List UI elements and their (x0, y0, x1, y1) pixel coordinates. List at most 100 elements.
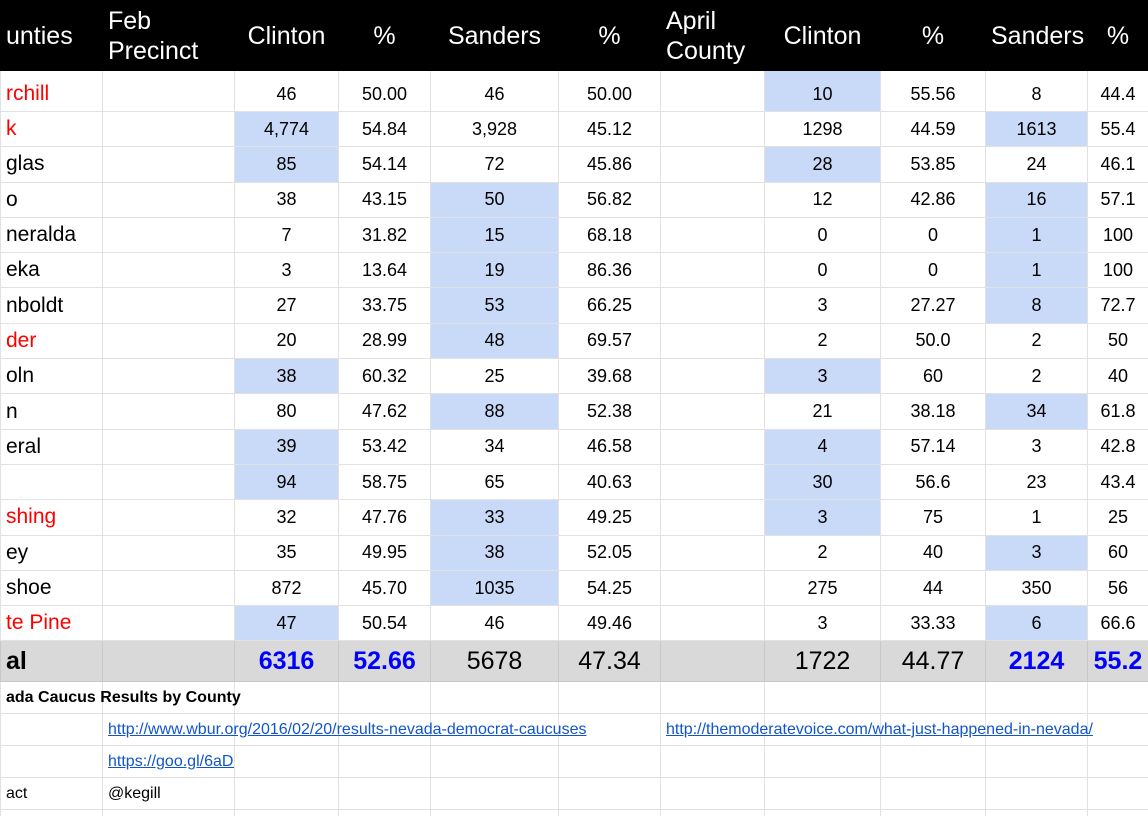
county-row: shing 32 47.76 33 49.25 3 75 1 25 (0, 499, 1148, 536)
link[interactable]: http://themoderatevoice.com/what-just-ha… (666, 720, 1093, 738)
footer-cell (558, 809, 661, 816)
link[interactable]: https://goo.gl/6aDnH4 (108, 752, 234, 770)
footer-cell: ada Caucus Results by County (0, 681, 241, 715)
county-row: der 20 28.99 48 69.57 2 50.0 2 50 (0, 322, 1148, 360)
footer-cell (234, 681, 339, 715)
data-cell (660, 322, 765, 360)
data-cell (660, 216, 765, 254)
footer-cell (660, 745, 765, 779)
data-cell: 49.25 (558, 499, 661, 536)
footer-cell (880, 681, 986, 715)
data-cell: 23 (985, 463, 1088, 501)
data-cell: 350 (985, 569, 1088, 607)
data-cell: 85 (234, 146, 339, 183)
data-cell: 20 (234, 322, 339, 360)
data-cell: 0 (880, 216, 986, 254)
data-cell: 275 (764, 569, 881, 607)
footer-cell (234, 777, 339, 811)
data-cell: 52.38 (558, 393, 661, 430)
county-row: te Pine 47 50.54 46 49.46 3 33.33 6 66.6 (0, 605, 1148, 642)
data-cell: 24 (985, 146, 1088, 183)
county-row: n 80 47.62 88 52.38 21 38.18 34 61.8 (0, 393, 1148, 430)
data-cell: 31.82 (338, 216, 431, 254)
link[interactable]: http://www.wbur.org/2016/02/20/results-n… (108, 720, 587, 738)
data-cell: 60 (880, 358, 986, 395)
header-cell: Feb Precinct (102, 0, 235, 71)
data-cell (660, 499, 765, 536)
data-cell (102, 252, 235, 289)
footer-cell (430, 681, 559, 715)
data-cell: 80 (234, 393, 339, 430)
header-row: unties Feb Precinct Clinton% Sanders% April … (0, 0, 1148, 71)
data-cell: 60.32 (338, 358, 431, 395)
data-cell: 2 (985, 358, 1088, 395)
data-cell (102, 605, 235, 642)
data-cell: 25 (430, 358, 559, 395)
data-cell (660, 70, 765, 112)
footer-cell: http://www.wbur.org/2016/02/20/results-n… (102, 713, 586, 747)
data-cell: 43.4 (1087, 463, 1148, 501)
data-cell: 50 (1087, 322, 1148, 360)
county-name: shoe (0, 569, 103, 607)
header-cell: unties (0, 0, 103, 71)
data-cell: 3 (234, 252, 339, 289)
footer-cell (1087, 745, 1148, 779)
footer-cell (764, 809, 881, 816)
footer-cell (660, 681, 765, 715)
county-row: eral 39 53.42 34 46.58 4 57.14 3 42.8 (0, 428, 1148, 465)
data-cell (102, 322, 235, 360)
total-row: al 6316 52.66 5678 47.34 1722 44.77 2124 55.2 (0, 640, 1148, 683)
county-name: nboldt (0, 287, 103, 324)
data-cell: 44 (880, 569, 986, 607)
data-cell: 50.00 (558, 70, 661, 112)
data-cell: 49.46 (558, 605, 661, 642)
data-cell: 100 (1087, 216, 1148, 254)
county-name: eka (0, 252, 103, 289)
data-cell: 13.64 (338, 252, 431, 289)
footer-cell (234, 745, 339, 779)
data-cell: 12 (764, 181, 881, 218)
data-cell: 21 (764, 393, 881, 430)
data-cell (102, 499, 235, 536)
total-cell: 2124 (985, 640, 1088, 683)
data-cell: 56.6 (880, 463, 986, 501)
data-cell: 38.18 (880, 393, 986, 430)
data-cell (660, 605, 765, 642)
county-row: ey 35 49.95 38 52.05 2 40 3 60 (0, 534, 1148, 571)
data-cell: 1035 (430, 569, 559, 607)
data-cell: 54.14 (338, 146, 431, 183)
county-row: shoe 872 45.70 1035 54.25 275 44 350 56 (0, 569, 1148, 607)
county-row: 94 58.75 65 40.63 30 56.6 23 43.4 (0, 463, 1148, 501)
data-cell: 53.85 (880, 146, 986, 183)
data-cell: 47 (234, 605, 339, 642)
data-cell: 58.75 (338, 463, 431, 501)
data-cell: 0 (764, 216, 881, 254)
data-cell: 72.7 (1087, 287, 1148, 324)
data-cell: 38 (234, 181, 339, 218)
data-cell: 68.18 (558, 216, 661, 254)
county-name: oln (0, 358, 103, 395)
data-cell (102, 463, 235, 501)
data-cell: 3,928 (430, 110, 559, 148)
data-cell: 8 (985, 287, 1088, 324)
data-cell (660, 428, 765, 465)
data-cell (660, 393, 765, 430)
footer-cell (1087, 713, 1148, 747)
data-cell: 45.12 (558, 110, 661, 148)
data-cell: 69.57 (558, 322, 661, 360)
data-cell: 40 (880, 534, 986, 571)
county-name: eral (0, 428, 103, 465)
data-cell: 38 (430, 534, 559, 571)
data-cell: 40 (1087, 358, 1148, 395)
footer-cell (102, 809, 235, 816)
data-cell: 44.4 (1087, 70, 1148, 112)
data-cell: 75 (880, 499, 986, 536)
footer-cell (338, 777, 431, 811)
data-cell: 46.1 (1087, 146, 1148, 183)
footer-cell (430, 777, 559, 811)
county-name: k (0, 110, 103, 148)
county-name: neralda (0, 216, 103, 254)
footer-cell (1087, 681, 1148, 715)
county-name (0, 463, 103, 501)
